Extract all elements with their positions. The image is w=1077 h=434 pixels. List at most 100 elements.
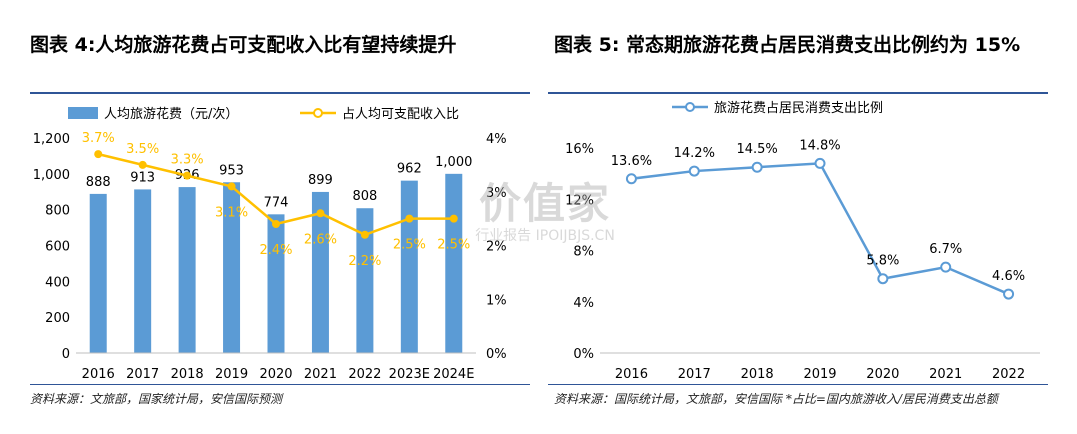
line-point-2021 [316, 209, 325, 218]
left-y-tick-label: 600 [45, 240, 70, 255]
right-line-value-label: 6.7% [929, 242, 962, 257]
bar-2018 [178, 187, 196, 353]
bar-value-label: 1,000 [435, 155, 472, 170]
right-y-tick-label: 0% [486, 347, 507, 362]
right-line-point-2022 [1003, 288, 1015, 300]
left-x-tick-label: 2023E [389, 367, 430, 382]
line-point-2024E [449, 214, 458, 223]
left-x-tick-label: 2021 [304, 367, 337, 382]
right-line-series [631, 162, 1010, 296]
right-source-note: 资料来源：国际统计局，文旅部，安信国际 *占比=国内旅游收入/居民消费支出总额 [554, 392, 998, 406]
right-bottom-rule [548, 384, 1048, 385]
right-x-tick-label: 2018 [741, 367, 774, 382]
right-y-tick-label: 3% [486, 186, 507, 201]
left-x-tick-label: 2016 [82, 367, 115, 382]
line-value-label: 2.4% [259, 243, 292, 258]
bar-value-label: 953 [219, 163, 244, 178]
right-line-point-2021 [940, 261, 952, 273]
right-x-tick-label: 2021 [929, 367, 962, 382]
line-value-label: 3.5% [126, 142, 159, 157]
legend-label-right: 旅游花费占居民消费支出比例 [714, 100, 883, 116]
line-value-label: 3.7% [82, 131, 115, 146]
right-figure-title: 图表 5: 常态期旅游花费占居民消费支出比例约为 15% [554, 34, 1021, 56]
right-chart-y-tick-label: 8% [573, 245, 594, 260]
bar-2024E [445, 173, 463, 353]
left-y-tick-label: 0 [62, 347, 70, 362]
right-line-point-2018 [751, 161, 763, 173]
left-x-tick-label: 2020 [259, 367, 292, 382]
right-line-value-label: 13.6% [611, 154, 652, 169]
line-value-label: 3.1% [215, 205, 248, 220]
right-line-point-2020 [877, 273, 889, 285]
right-chart-y-tick-label: 16% [565, 142, 594, 157]
bar-value-label: 774 [264, 195, 289, 210]
left-x-tick-label: 2018 [171, 367, 204, 382]
legend-label-line: 占人均可支配收入比 [342, 107, 459, 122]
right-x-tick-label: 2020 [866, 367, 899, 382]
bar-2021 [311, 191, 329, 353]
line-point-2019 [227, 182, 236, 191]
line-point-2016 [94, 150, 103, 159]
bar-2016 [89, 193, 107, 353]
right-x-tick-label: 2022 [992, 367, 1025, 382]
left-x-tick-label: 2022 [348, 367, 381, 382]
line-value-label: 2.6% [304, 232, 337, 247]
left-figure-title: 图表 4:人均旅游花费占可支配收入比有望持续提升 [30, 34, 457, 56]
line-point-2023E [405, 214, 414, 223]
right-top-rule [548, 92, 1048, 94]
line-point-2018 [183, 171, 192, 180]
left-top-rule [30, 92, 530, 94]
bar-2022 [356, 208, 374, 353]
right-chart-y-tick-label: 4% [573, 296, 594, 311]
bar-value-label: 808 [352, 189, 377, 204]
right-chart-y-tick-label: 0% [573, 347, 594, 362]
left-figure-panel: 图表 4:人均旅游花费占可支配收入比有望持续提升 资料来源：文旅部，国家统计局，… [0, 0, 530, 434]
line-point-2020 [272, 220, 280, 228]
legend-label-bar: 人均旅游花费（元/次） [104, 106, 238, 122]
line-point-2017 [138, 160, 147, 169]
bar-2023E [400, 180, 418, 353]
left-source-note: 资料来源：文旅部，国家统计局，安信国际预测 [30, 392, 283, 406]
legend-marker-right [685, 102, 695, 112]
left-x-tick-label: 2017 [126, 367, 159, 382]
right-line-value-label: 14.2% [674, 146, 715, 161]
left-x-tick-label: 2024E [433, 367, 474, 382]
bar-2017 [134, 189, 152, 353]
left-y-tick-label: 800 [45, 204, 70, 219]
right-chart-y-tick-label: 12% [565, 193, 594, 208]
left-y-tick-label: 400 [45, 275, 70, 290]
right-x-tick-label: 2016 [615, 367, 648, 382]
right-line-point-2017 [688, 165, 700, 177]
legend-swatch-bar [68, 107, 98, 119]
right-x-tick-label: 2017 [678, 367, 711, 382]
right-x-tick-label: 2019 [803, 367, 836, 382]
left-bottom-rule [30, 384, 530, 385]
bar-value-label: 899 [308, 173, 333, 188]
right-line-value-label: 14.8% [799, 138, 840, 153]
left-x-tick-label: 2019 [215, 367, 248, 382]
bar-2019 [223, 182, 241, 353]
right-y-tick-label: 4% [486, 132, 507, 147]
line-value-label: 3.3% [171, 153, 204, 168]
right-y-tick-label: 1% [486, 293, 507, 308]
left-y-tick-label: 1,200 [33, 132, 70, 147]
left-y-tick-label: 1,000 [33, 168, 70, 183]
right-line-value-label: 4.6% [992, 269, 1025, 284]
right-line-value-label: 5.8% [866, 254, 899, 269]
line-value-label: 2.5% [393, 238, 426, 253]
line-value-label: 2.5% [437, 238, 470, 253]
left-y-tick-label: 200 [45, 311, 70, 326]
right-line-point-2016 [625, 173, 637, 185]
right-line-point-2019 [814, 157, 826, 169]
right-y-tick-label: 2% [486, 240, 507, 255]
bar-2020 [267, 214, 285, 353]
right-line-value-label: 14.5% [736, 142, 777, 157]
bar-value-label: 962 [397, 162, 422, 177]
legend-marker-line [313, 108, 323, 118]
bar-value-label: 888 [86, 175, 111, 190]
right-figure-panel: 图表 5: 常态期旅游花费占居民消费支出比例约为 15% 资料来源：国际统计局，… [548, 0, 1077, 434]
line-point-2022 [360, 230, 369, 239]
line-value-label: 2.2% [348, 254, 381, 269]
bar-value-label: 913 [130, 170, 155, 185]
